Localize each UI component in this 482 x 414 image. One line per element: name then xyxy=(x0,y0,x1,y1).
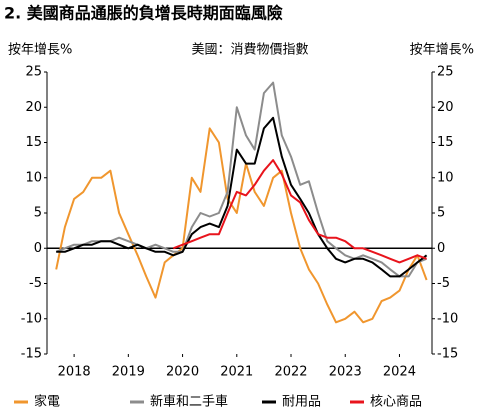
x-tick-label: 2018 xyxy=(58,365,91,380)
y2-tick-label: -5 xyxy=(437,276,450,291)
y2-tick-label: 15 xyxy=(437,135,454,150)
y-tick-label: 0 xyxy=(34,241,42,256)
y2-tick-label: 0 xyxy=(437,241,445,256)
x-tick-label: 2020 xyxy=(166,365,199,380)
y-tick-label: 10 xyxy=(25,170,42,185)
y-tick-label: -10 xyxy=(21,311,42,326)
y-tick-label: 15 xyxy=(25,135,42,150)
y2-axis-label: 按年增長% xyxy=(410,43,474,58)
y2-tick-label: -15 xyxy=(437,347,458,362)
series-line xyxy=(172,159,427,264)
legend-label: 耐用品 xyxy=(282,395,321,410)
y2-tick-label: 5 xyxy=(437,206,445,221)
y2-tick-label: 20 xyxy=(437,100,454,115)
y-axis-label: 按年增長% xyxy=(8,43,72,58)
legend-label: 家電 xyxy=(34,394,60,410)
y-tick-label: -15 xyxy=(21,347,42,362)
y2-tick-label: 10 xyxy=(437,170,454,185)
x-tick-label: 2019 xyxy=(112,365,145,380)
x-tick-label: 2023 xyxy=(329,365,362,380)
legend-label: 新車和二手車 xyxy=(150,394,228,410)
series-line xyxy=(55,81,427,278)
y2-tick-label: 25 xyxy=(437,65,454,80)
legend-label: 核心商品 xyxy=(370,395,422,410)
x-tick-label: 2021 xyxy=(220,365,253,380)
y-tick-label: 20 xyxy=(25,100,42,115)
x-tick-label: 2022 xyxy=(274,365,307,380)
chart-title: 2. 美國商品通脹的負增長時期面臨風險 xyxy=(4,4,283,23)
y-tick-label: -5 xyxy=(29,276,42,291)
x-tick-label: 2024 xyxy=(383,365,416,380)
series-line xyxy=(56,116,428,278)
y-tick-label: 5 xyxy=(34,206,42,221)
y2-tick-label: -10 xyxy=(437,311,458,326)
y-tick-label: 25 xyxy=(25,65,42,80)
chart-subtitle: 美國：消費物價指數 xyxy=(191,43,308,58)
series-line xyxy=(55,127,428,324)
